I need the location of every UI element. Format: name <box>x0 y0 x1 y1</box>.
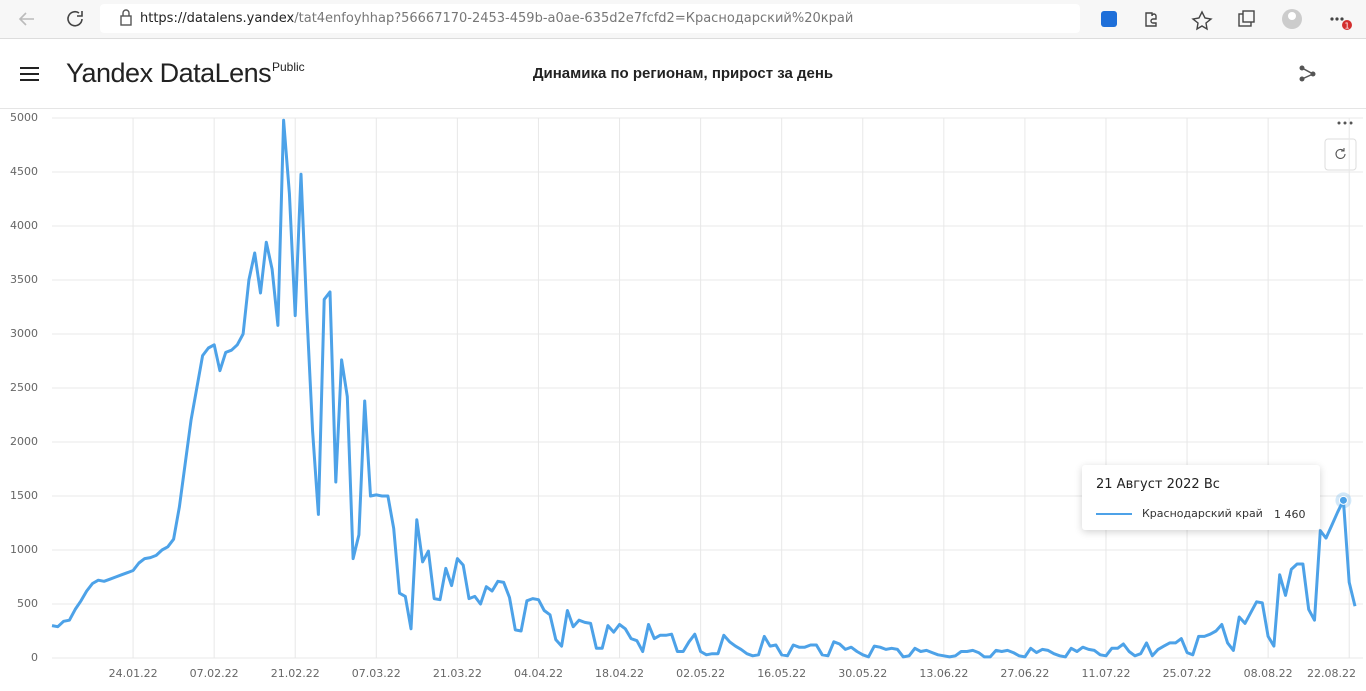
x-tick-label: 30.05.22 <box>838 667 887 680</box>
x-tick-label: 21.02.22 <box>271 667 320 680</box>
x-tick-label: 16.05.22 <box>757 667 806 680</box>
app-header: Yandex DataLens Public Динамика по регио… <box>0 39 1366 109</box>
y-tick-label: 1000 <box>10 543 38 556</box>
url-rest: /tat4enfoyhhap?56667170-2453-459b-a0ae-6… <box>294 11 854 26</box>
x-tick-label: 27.06.22 <box>1000 667 1049 680</box>
y-tick-label: 1500 <box>10 489 38 502</box>
x-tick-label: 07.02.22 <box>190 667 239 680</box>
y-tick-label: 5000 <box>10 111 38 124</box>
browser-toolbar: https://datalens.yandex/tat4enfoyhhap?56… <box>0 0 1366 39</box>
tooltip-value: 1 460 <box>1274 508 1306 521</box>
notification-badge: 1 <box>1344 22 1349 31</box>
lock-icon <box>120 9 132 26</box>
menu-button[interactable] <box>19 65 43 85</box>
highlight-point <box>1338 495 1348 505</box>
y-tick-label: 3500 <box>10 273 38 286</box>
legend-swatch <box>1096 513 1132 515</box>
tooltip-title: 21 Август 2022 Вс <box>1096 477 1220 492</box>
tooltip: 21 Август 2022 Вс Краснодарский край 1 4… <box>1082 465 1320 530</box>
x-tick-label: 02.05.22 <box>676 667 725 680</box>
x-tick-label: 11.07.22 <box>1081 667 1130 680</box>
y-tick-label: 4000 <box>10 219 38 232</box>
chart: 0 500 1000 1500 2000 2500 3000 3500 4000 4500 5000… <box>10 111 1363 680</box>
url-host: https://datalens.yandex <box>140 11 295 26</box>
y-tick-label: 4500 <box>10 165 38 178</box>
x-tick-label: 24.01.22 <box>109 667 158 680</box>
share-button[interactable] <box>1298 64 1318 84</box>
y-tick-label: 2500 <box>10 381 38 394</box>
x-tick-label: 21.03.22 <box>433 667 482 680</box>
logo-badge: Public <box>272 60 305 74</box>
y-tick-label: 500 <box>17 597 38 610</box>
logo[interactable]: Yandex DataLens <box>66 58 272 88</box>
address-bar[interactable]: https://datalens.yandex/tat4enfoyhhap?56… <box>100 4 1080 33</box>
legend-label: Краснодарский край <box>1142 507 1263 520</box>
y-tick-label: 3000 <box>10 327 38 340</box>
refresh-button[interactable] <box>1324 138 1357 171</box>
x-tick-label: 07.03.22 <box>352 667 401 680</box>
x-tick-label: 13.06.22 <box>919 667 968 680</box>
y-tick-label: 2000 <box>10 435 38 448</box>
y-tick-label: 0 <box>31 651 38 664</box>
x-tick-label: 25.07.22 <box>1163 667 1212 680</box>
x-tick-label: 22.08.22 <box>1307 667 1356 680</box>
x-tick-label: 08.08.22 <box>1244 667 1293 680</box>
nav-buttons[interactable] <box>10 0 100 38</box>
x-tick-label: 18.04.22 <box>595 667 644 680</box>
x-tick-label: 04.04.22 <box>514 667 563 680</box>
toolbar-icons[interactable]: 1 <box>1086 0 1366 38</box>
data-line <box>51 118 1357 659</box>
dashboard-title: Динамика по регионам, прирост за день <box>532 65 834 82</box>
